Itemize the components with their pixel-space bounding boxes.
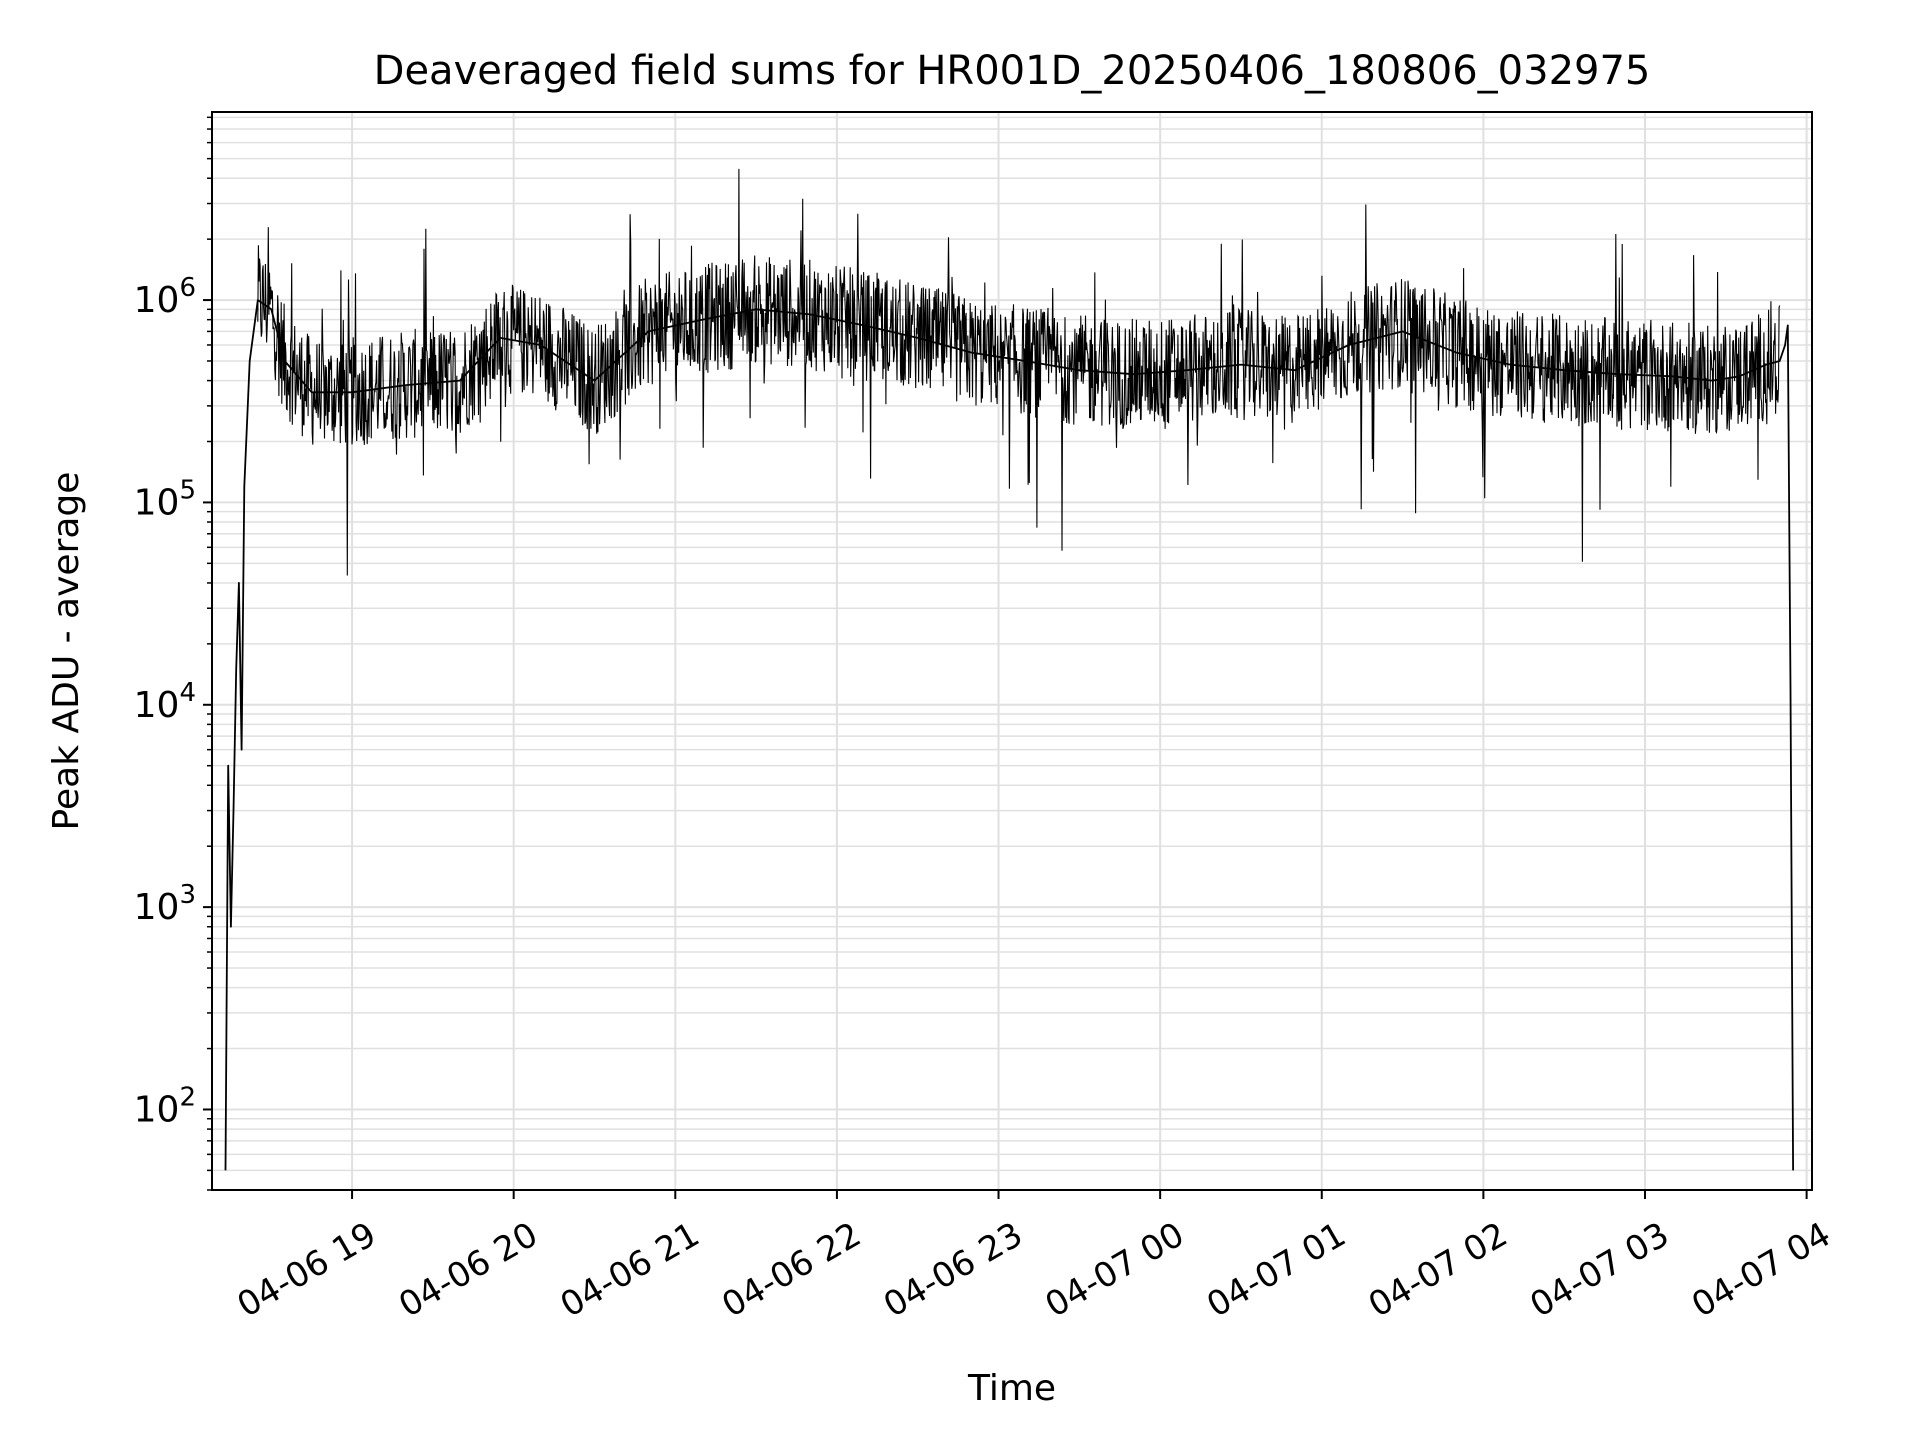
ticks-layer (203, 116, 1808, 1199)
y-axis-label: Peak ADU - average (46, 472, 87, 831)
series-noise-trace (257, 168, 1781, 576)
grid-layer (212, 112, 1812, 1191)
series-layer (224, 168, 1794, 1171)
x-axis-label: Time (967, 1368, 1056, 1409)
y-tick-label: 105 (134, 475, 196, 523)
y-tick-label: 106 (134, 273, 196, 321)
y-tick-label: 103 (134, 880, 196, 928)
chart-title: Deaveraged field sums for HR001D_2025040… (374, 48, 1651, 94)
y-tick-label: 104 (134, 678, 196, 726)
y-tick-label: 102 (134, 1082, 196, 1130)
axes-frame (211, 111, 1813, 1191)
